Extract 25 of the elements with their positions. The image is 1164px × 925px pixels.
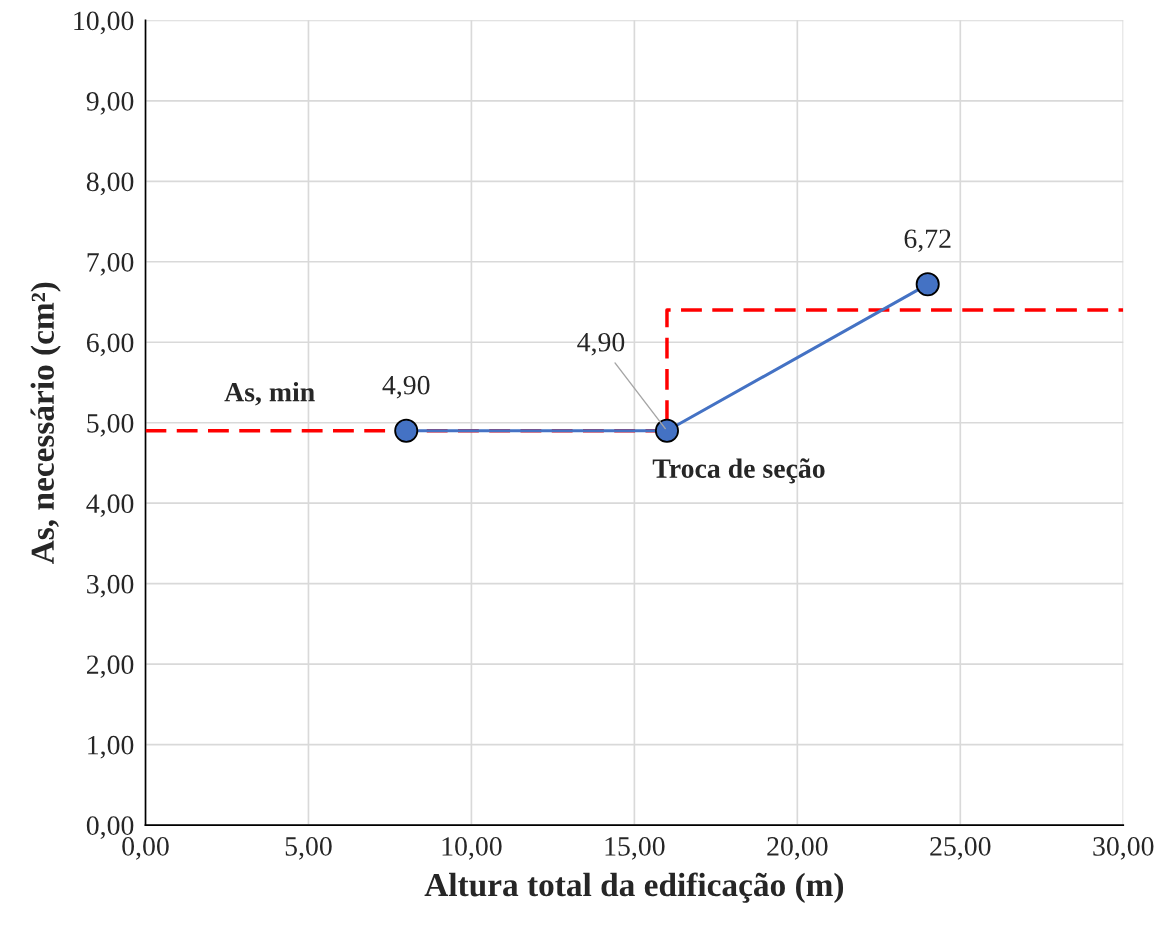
x-tick-label: 15,00 bbox=[605, 837, 665, 860]
y-axis-title: As, necessário (cm²) bbox=[30, 282, 61, 564]
y-tick-label: 5,00 bbox=[87, 413, 134, 437]
y-tick-label: 4,00 bbox=[86, 494, 134, 518]
y-tick-label: 6,00 bbox=[86, 333, 134, 357]
y-tick-label: 7,00 bbox=[87, 252, 134, 276]
y-tick-label: 10,00 bbox=[74, 11, 134, 35]
x-axis-title: Altura total da edificação (m) bbox=[424, 872, 844, 904]
data-label: 6,72 bbox=[904, 229, 951, 253]
y-tick-label: 3,00 bbox=[87, 574, 134, 598]
x-tick-label: 20,00 bbox=[767, 837, 828, 860]
data-label: 4,90 bbox=[382, 375, 430, 399]
annotation: Troca de seção bbox=[652, 458, 825, 484]
annotation: As, min bbox=[224, 381, 315, 406]
x-tick-label: 10,00 bbox=[442, 837, 502, 860]
y-tick-label: 1,00 bbox=[88, 735, 134, 759]
y-tick-label: 8,00 bbox=[86, 172, 134, 196]
y-tick-label: 0,00 bbox=[86, 816, 134, 840]
x-tick-label: 25,00 bbox=[930, 837, 991, 860]
y-tick-label: 9,00 bbox=[86, 91, 134, 115]
y-tick-label: 2,00 bbox=[87, 655, 134, 679]
x-tick-label: 30,00 bbox=[1093, 837, 1154, 860]
data-label: 4,90 bbox=[577, 332, 625, 356]
x-tick-label: 5,00 bbox=[285, 837, 332, 860]
x-tick-label: 0,00 bbox=[122, 837, 169, 860]
